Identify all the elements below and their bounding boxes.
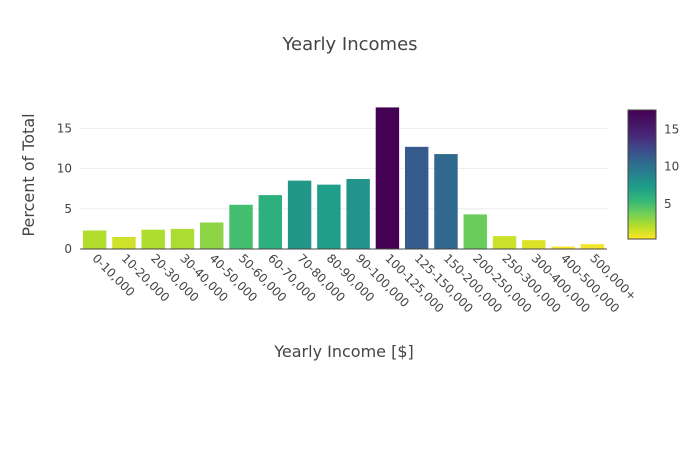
- bar[interactable]: [200, 222, 224, 249]
- bar[interactable]: [82, 230, 107, 249]
- bar[interactable]: [112, 236, 136, 249]
- bar[interactable]: [492, 236, 517, 249]
- colorbar-tick-label: 5: [664, 197, 672, 211]
- bar[interactable]: [141, 229, 165, 249]
- colorbar-tick-label: 10: [664, 160, 679, 174]
- bar[interactable]: [404, 146, 429, 249]
- y-axis-ticks: 0 5 10 15: [57, 121, 72, 256]
- bar[interactable]: [463, 214, 487, 249]
- chart-title: Yearly Incomes: [281, 34, 417, 55]
- bar[interactable]: [522, 240, 546, 249]
- y-tick-label: 5: [64, 202, 72, 216]
- y-tick-label: 10: [57, 162, 72, 176]
- bar[interactable]: [317, 184, 341, 249]
- bar[interactable]: [170, 228, 195, 249]
- y-tick-label: 15: [57, 121, 72, 135]
- x-axis-title: Yearly Income [$]: [273, 342, 414, 361]
- bars: [82, 107, 605, 249]
- bar[interactable]: [229, 204, 253, 249]
- colorbar-gradient: [627, 109, 657, 240]
- y-axis-title: Percent of Total: [19, 113, 38, 236]
- colorbar-tick-label: 15: [664, 122, 679, 136]
- bar[interactable]: [551, 246, 575, 249]
- bar[interactable]: [346, 179, 370, 249]
- colorbar-ticks: 5 10 15: [664, 122, 679, 211]
- bar[interactable]: [434, 154, 458, 249]
- x-axis-ticks: 0-10,00010-20,00020-30,00030-40,00040-50…: [90, 251, 640, 315]
- gridlines: [80, 127, 607, 210]
- bar[interactable]: [375, 107, 400, 249]
- bar[interactable]: [258, 195, 283, 249]
- colorbar: 5 10 15: [627, 109, 679, 240]
- bar[interactable]: [287, 180, 312, 249]
- y-tick-label: 0: [64, 242, 72, 256]
- bar[interactable]: [580, 244, 605, 249]
